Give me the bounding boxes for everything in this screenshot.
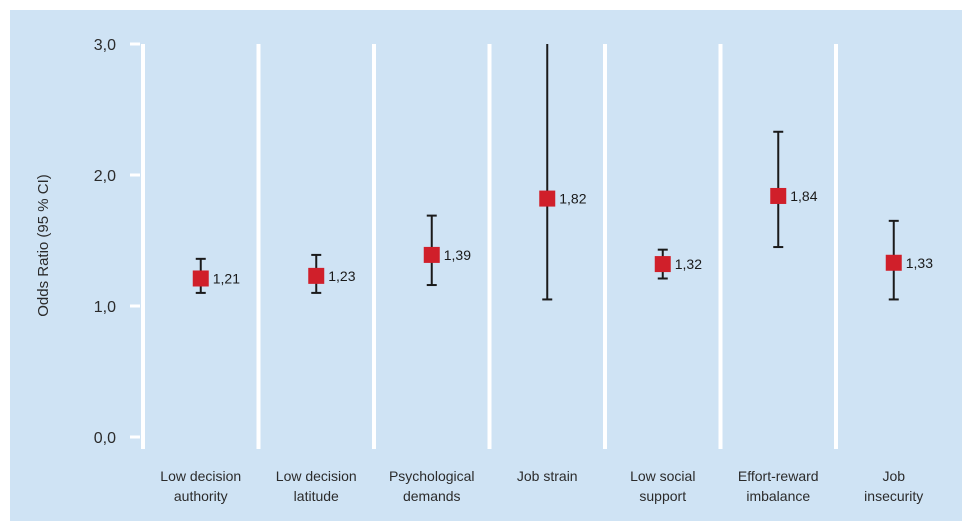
y-axis: 0,0 1,0 2,0 3,0 <box>94 37 140 447</box>
category-label: Psychological demands <box>389 468 475 504</box>
category-label: Job insecurity <box>864 468 923 504</box>
category-label-line: demands <box>403 488 461 504</box>
value-label: 1,39 <box>444 247 471 263</box>
category-label-line: Psychological <box>389 468 475 484</box>
category-label: Low social support <box>630 468 695 504</box>
category-label-line: insecurity <box>864 488 923 504</box>
value-label: 1,82 <box>559 191 586 207</box>
odds-ratio-marker <box>423 246 440 263</box>
category-label: Low decision authority <box>160 468 241 504</box>
value-label: 1,84 <box>790 188 817 204</box>
category-label: Low decision latitude <box>276 468 357 504</box>
category-label-line: authority <box>174 488 228 504</box>
y-tick-label: 3,0 <box>94 37 116 54</box>
odds-ratio-markers <box>192 187 902 287</box>
category-label-line: imbalance <box>746 488 810 504</box>
category-label-line: Low decision <box>276 468 357 484</box>
category-label-line: support <box>639 488 686 504</box>
category-label: Job strain <box>517 468 578 484</box>
category-label-line: Low decision <box>160 468 241 484</box>
category-label-line: latitude <box>294 488 339 504</box>
category-label: Effort-reward imbalance <box>738 468 819 504</box>
y-tick-label: 0,0 <box>94 430 116 447</box>
category-separators <box>141 44 838 449</box>
odds-ratio-marker <box>192 270 209 287</box>
value-label: 1,33 <box>906 255 933 271</box>
odds-ratio-marker <box>308 267 325 284</box>
value-label: 1,32 <box>675 256 702 272</box>
category-label-line: Low social <box>630 468 695 484</box>
odds-ratio-marker <box>885 254 902 271</box>
y-axis-title: Odds Ratio (95 % CI) <box>35 174 52 317</box>
category-label-line: Job <box>882 468 905 484</box>
y-tick-label: 1,0 <box>94 299 116 316</box>
category-label-line: Effort-reward <box>738 468 819 484</box>
odds-ratio-marker <box>770 187 787 204</box>
value-label: 1,21 <box>213 270 240 286</box>
odds-ratio-marker <box>539 190 556 207</box>
y-tick-label: 2,0 <box>94 168 116 185</box>
chart-background <box>10 10 962 521</box>
category-label-line: Job strain <box>517 468 578 484</box>
category-labels: Low decision authority Low decision latitud… <box>160 468 923 504</box>
odds-ratio-marker <box>654 256 671 273</box>
value-labels: 1,21 1,23 1,39 1,82 1,32 1,84 1,33 <box>213 188 933 287</box>
value-label: 1,23 <box>328 268 355 284</box>
